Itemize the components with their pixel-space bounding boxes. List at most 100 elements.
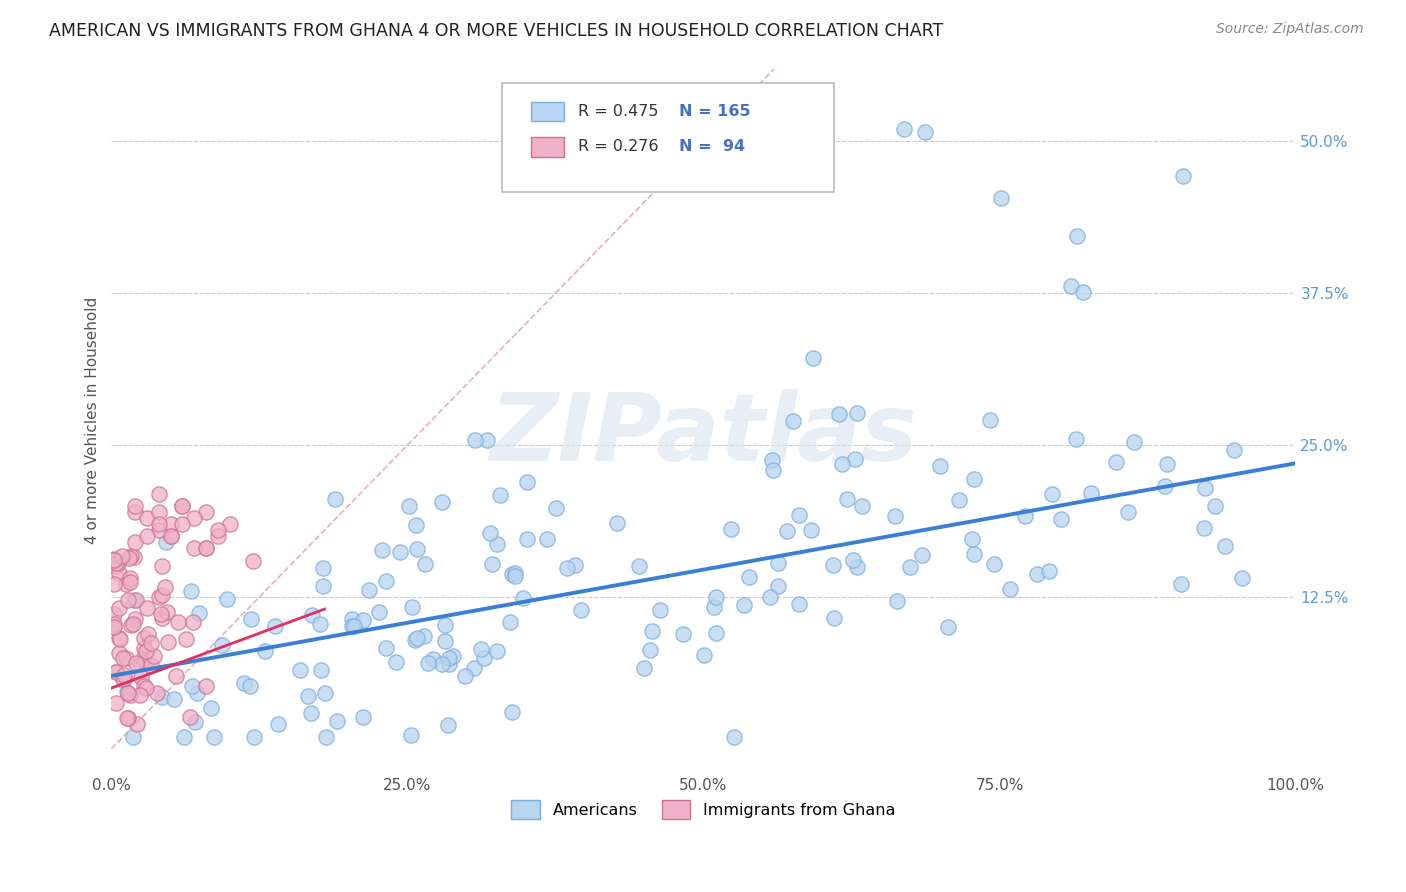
Point <box>703 600 725 615</box>
Point <box>155 535 177 549</box>
Point <box>174 632 197 646</box>
Point <box>846 560 869 574</box>
Point <box>132 631 155 645</box>
Point <box>314 686 336 700</box>
Point <box>115 651 138 665</box>
Point <box>253 643 276 657</box>
Point <box>112 668 135 682</box>
Point <box>148 590 170 604</box>
Point <box>851 499 873 513</box>
Point <box>371 543 394 558</box>
Point <box>439 650 461 665</box>
Point <box>823 611 845 625</box>
FancyBboxPatch shape <box>502 83 834 192</box>
Text: AMERICAN VS IMMIGRANTS FROM GHANA 4 OR MORE VEHICLES IN HOUSEHOLD CORRELATION CH: AMERICAN VS IMMIGRANTS FROM GHANA 4 OR M… <box>49 22 943 40</box>
Point <box>163 691 186 706</box>
Point <box>150 690 173 705</box>
Point <box>239 612 262 626</box>
Point <box>503 569 526 583</box>
Point <box>150 588 173 602</box>
Point <box>389 545 412 559</box>
Point <box>564 558 586 573</box>
Point <box>936 620 959 634</box>
Point <box>165 669 187 683</box>
Point <box>990 191 1012 205</box>
Point <box>150 611 173 625</box>
Point <box>375 574 398 588</box>
Point <box>628 558 651 573</box>
Point <box>761 453 783 467</box>
Point <box>141 658 163 673</box>
Point <box>125 657 148 671</box>
Point <box>148 517 170 532</box>
Text: N = 165: N = 165 <box>679 104 751 119</box>
Point <box>124 593 146 607</box>
Point <box>367 606 389 620</box>
Point <box>194 679 217 693</box>
Point <box>207 523 229 537</box>
Point <box>312 561 335 575</box>
Point <box>136 627 159 641</box>
Point <box>143 648 166 663</box>
Point <box>118 551 141 566</box>
Point <box>311 579 333 593</box>
Point <box>432 657 454 671</box>
Point <box>309 663 332 677</box>
Point <box>117 685 139 699</box>
Point <box>893 122 915 136</box>
Point <box>183 541 205 556</box>
Point <box>124 505 146 519</box>
Point <box>129 670 152 684</box>
Point <box>475 433 498 447</box>
Point <box>1049 512 1071 526</box>
Point <box>179 709 201 723</box>
Point <box>112 672 135 686</box>
Point <box>150 607 173 621</box>
Point <box>845 406 868 420</box>
Point <box>766 556 789 570</box>
Point <box>1014 509 1036 524</box>
Point <box>503 566 526 580</box>
Point <box>267 716 290 731</box>
Point <box>211 638 233 652</box>
Point <box>110 549 132 564</box>
Point <box>200 701 222 715</box>
Point <box>463 660 485 674</box>
Point <box>301 706 323 721</box>
Point <box>406 631 429 645</box>
Point <box>187 606 209 620</box>
Point <box>434 618 457 632</box>
Point <box>1215 539 1237 553</box>
Point <box>180 584 202 599</box>
Point <box>406 541 429 556</box>
Point <box>738 569 761 583</box>
Point <box>914 125 936 139</box>
Point <box>399 728 422 742</box>
Point <box>357 582 380 597</box>
Point <box>195 505 218 519</box>
Point <box>1170 577 1192 591</box>
Point <box>315 730 337 744</box>
Point <box>481 558 503 572</box>
Point <box>911 548 934 562</box>
Point <box>124 499 146 513</box>
Point <box>148 523 170 537</box>
Point <box>340 619 363 633</box>
Point <box>148 505 170 519</box>
Point <box>122 550 145 565</box>
Point <box>172 517 194 532</box>
Point <box>114 577 136 591</box>
Point <box>183 511 205 525</box>
Point <box>118 571 141 585</box>
Text: Source: ZipAtlas.com: Source: ZipAtlas.com <box>1216 22 1364 37</box>
Point <box>1040 486 1063 500</box>
Point <box>120 618 142 632</box>
Point <box>441 649 464 664</box>
Point <box>128 688 150 702</box>
Point <box>821 558 844 572</box>
Point <box>156 635 179 649</box>
Point <box>290 663 312 677</box>
Point <box>172 499 194 513</box>
Y-axis label: 4 or more Vehicles in Household: 4 or more Vehicles in Household <box>86 297 100 544</box>
Point <box>150 558 173 573</box>
